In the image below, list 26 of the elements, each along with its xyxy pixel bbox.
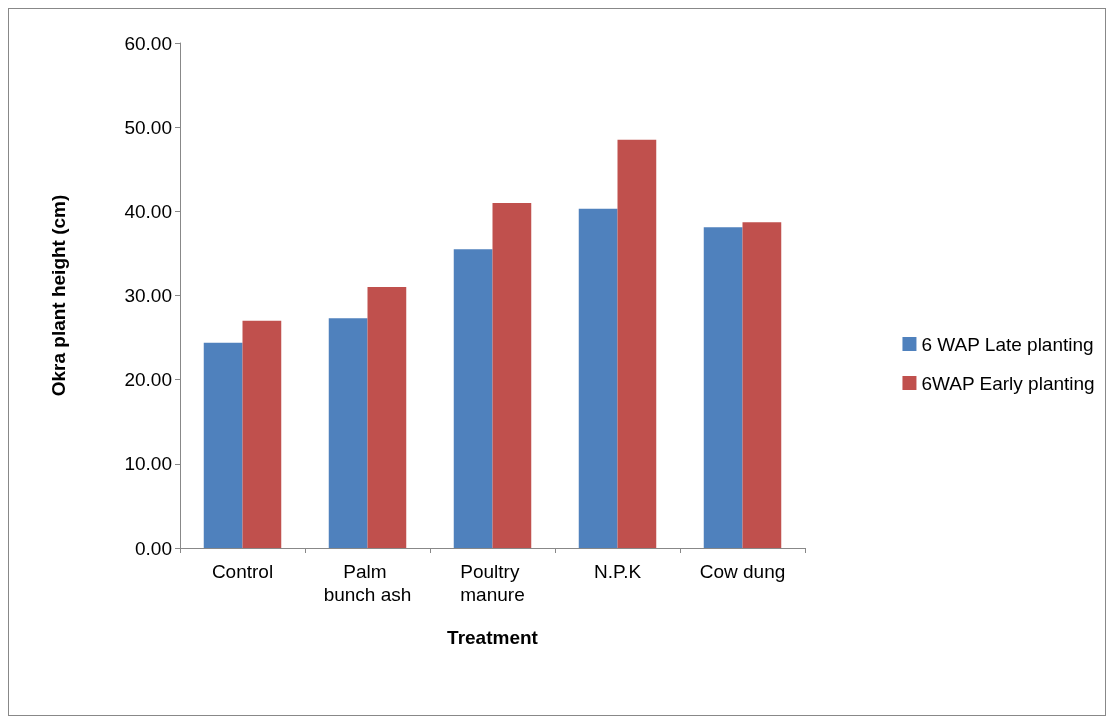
legend-label: 6 WAP Late planting [921, 333, 1094, 355]
y-tick-label: 30.00 [124, 285, 172, 306]
x-tick-label: Control [211, 561, 274, 582]
y-tick-label: 50.00 [124, 116, 172, 138]
bar [492, 202, 532, 548]
bar [367, 287, 407, 548]
x-tick-label: Palm bunch ash [323, 561, 412, 605]
bar [242, 320, 282, 548]
y-tick-label: 60.00 [124, 32, 172, 54]
bar [703, 227, 743, 548]
legend-label: 6WAP Early planting [921, 372, 1095, 394]
bar [328, 318, 368, 548]
bar [742, 222, 782, 548]
y-tick-label: 40.00 [124, 200, 172, 222]
x-tick-label: Poultry manure [460, 561, 525, 605]
bar [203, 342, 243, 548]
y-tick-label: 0.00 [135, 537, 172, 559]
y-tick-label: 10.00 [124, 453, 172, 475]
bar [617, 139, 657, 548]
x-axis-title: Treatment [447, 627, 539, 648]
x-tick-label: Cow dung [699, 561, 786, 582]
x-tick-label: N.P.K [593, 561, 642, 582]
y-tick-label: 20.00 [124, 369, 172, 391]
y-axis-title: Okra plant height (cm) [48, 194, 69, 397]
bar [453, 249, 493, 548]
bar [578, 208, 618, 548]
